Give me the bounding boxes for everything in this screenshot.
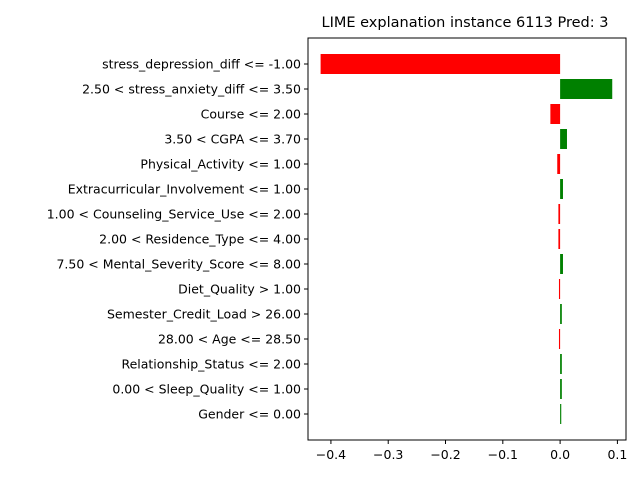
y-tick-label: 7.50 < Mental_Severity_Score <= 8.00 [56,257,301,272]
bar [320,54,561,74]
y-tick-label: Semester_Credit_Load > 26.00 [107,307,301,322]
bar [557,154,561,174]
bar [550,104,561,124]
bar [560,404,562,424]
bar [560,304,562,324]
bar [558,329,561,349]
bar [558,229,561,249]
y-tick-label: 1.00 < Counseling_Service_Use <= 2.00 [47,207,301,222]
y-tick-label: 0.00 < Sleep_Quality <= 1.00 [112,382,301,397]
x-tick-label: −0.4 [316,447,346,462]
bar [560,129,567,149]
bar [558,279,561,299]
chart-title: LIME explanation instance 6113 Pred: 3 [322,15,609,31]
bars-group [320,54,613,424]
y-tick-label: stress_depression_diff <= -1.00 [102,57,301,72]
bar [560,379,562,399]
y-tick-group: stress_depression_diff <= -1.00 2.50 < st… [47,57,308,422]
y-tick-label: Gender <= 0.00 [198,407,301,422]
y-tick-label: Course <= 2.00 [201,107,301,122]
y-tick-label: Physical_Activity <= 1.00 [140,157,301,172]
x-tick-label: −0.2 [430,447,460,462]
y-tick-label: 3.50 < CGPA <= 3.70 [164,132,301,147]
y-tick-label: 2.00 < Residence_Type <= 4.00 [99,232,301,247]
y-tick-label: Extracurricular_Involvement <= 1.00 [68,182,301,197]
x-tick-label: −0.1 [488,447,518,462]
y-tick-label: Relationship_Status <= 2.00 [121,357,301,372]
bar [560,254,563,274]
bar [560,79,613,99]
y-tick-label: 28.00 < Age <= 28.50 [158,332,301,347]
bar [558,204,561,224]
x-tick-label: 0.1 [607,447,627,462]
y-tick-label: Diet_Quality > 1.00 [178,282,301,297]
bar [560,179,563,199]
x-tick-label: −0.3 [373,447,403,462]
bar [560,354,562,374]
x-tick-label: 0.0 [550,447,570,462]
plot-frame [307,37,627,441]
y-tick-label: 2.50 < stress_anxiety_diff <= 3.50 [82,82,301,97]
x-tick-group: −0.4 −0.3 −0.2 −0.1 0.0 0.1 [316,440,627,462]
